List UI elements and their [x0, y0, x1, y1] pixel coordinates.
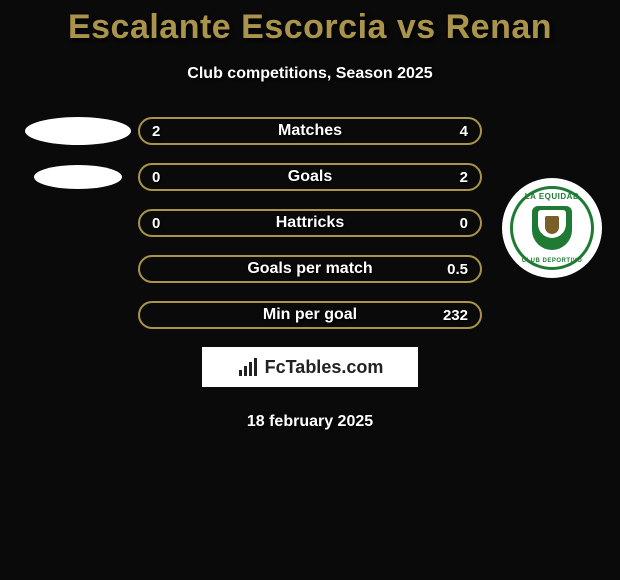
metric-pill: Min per goal 232	[138, 301, 482, 329]
left-slot	[18, 165, 138, 189]
site-logo: FcTables.com	[202, 347, 418, 387]
player-placeholder-left	[25, 117, 131, 145]
metric-row: 2 Matches 4	[0, 117, 620, 145]
metric-value-left: 0	[152, 211, 160, 235]
player-placeholder-left	[34, 165, 122, 189]
left-slot	[18, 117, 138, 145]
metric-pill: 0 Hattricks 0	[138, 209, 482, 237]
metric-value-right: 232	[443, 303, 468, 327]
crest-text-bottom: CLUB DEPORTIVO	[502, 258, 602, 264]
site-logo-text: FcTables.com	[265, 357, 384, 378]
subtitle: Club competitions, Season 2025	[0, 65, 620, 83]
comparison-card: Escalante Escorcia vs Renan Club competi…	[0, 0, 620, 580]
metric-pill: Goals per match 0.5	[138, 255, 482, 283]
crest-text-top: LA EQUIDAD	[502, 192, 602, 201]
metric-value-right: 4	[460, 119, 468, 143]
bar-chart-icon	[237, 356, 259, 378]
crest-shield-icon	[532, 206, 572, 250]
metric-value-left: 2	[152, 119, 160, 143]
metric-label: Hattricks	[276, 214, 344, 232]
page-title: Escalante Escorcia vs Renan	[0, 8, 620, 47]
metric-pill: 2 Matches 4	[138, 117, 482, 145]
date-label: 18 february 2025	[0, 413, 620, 431]
metric-label: Matches	[278, 122, 342, 140]
metric-label: Min per goal	[263, 306, 357, 324]
metric-value-right: 2	[460, 165, 468, 189]
metric-label: Goals	[288, 168, 332, 186]
metric-row: Min per goal 232	[0, 301, 620, 329]
metric-value-right: 0.5	[447, 257, 468, 281]
metric-value-left: 0	[152, 165, 160, 189]
metric-label: Goals per match	[247, 260, 372, 278]
metric-pill: 0 Goals 2	[138, 163, 482, 191]
club-crest: LA EQUIDAD CLUB DEPORTIVO	[502, 178, 602, 278]
metric-value-right: 0	[460, 211, 468, 235]
crest-bg: LA EQUIDAD CLUB DEPORTIVO	[502, 178, 602, 278]
